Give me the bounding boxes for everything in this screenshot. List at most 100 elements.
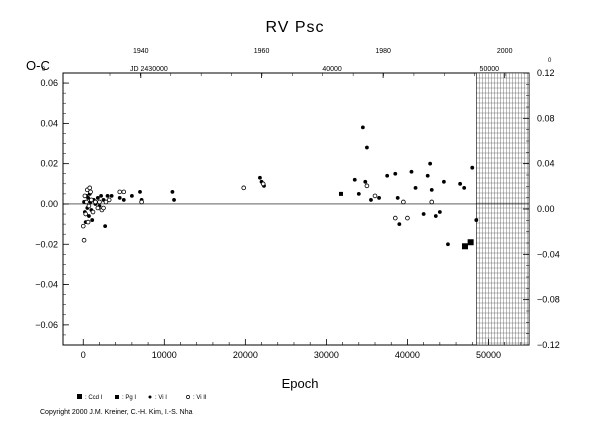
point-vi-i [109,194,114,198]
point-vi-ii [93,199,98,205]
y2-tick-label: 0.08 [537,113,555,123]
year-tick-label: 2000 [497,48,513,55]
y2-tick-label: 0.00 [537,204,555,214]
year-tick-label: 1960 [254,48,270,55]
point-vi-i [446,242,450,247]
point-vi-i [170,189,175,194]
point-vi-i [393,171,398,176]
point-vi-ii [81,237,87,243]
point-vi-i [369,198,373,202]
point-vi-ii [82,193,88,199]
point-vi-i [428,161,433,166]
y2-tick-label: −0.04 [537,249,560,259]
point-vi-i [90,218,95,222]
point-vi-ii [260,181,266,187]
legend-marker-small-square [115,395,119,399]
point-vi-i [105,194,110,198]
point-vi-ii [95,205,101,211]
point-vi-i [99,194,103,198]
point-vi-i [87,214,91,218]
y-tick-label: 0.02 [40,159,58,169]
y-axis-left: −0.06 −0.04 −0.02 0.00 0.02 0.04 0.06 [35,72,69,346]
point-vi-i [360,125,365,130]
y-axis-right: −0.12 −0.08 −0.04 0.00 0.04 0.08 0.12 [523,68,560,350]
jd-tick-label: JD 2430000 [130,66,168,73]
legend-label: : Vi I [155,395,167,401]
point-vi-ii [83,211,88,217]
data-points [80,125,479,250]
point-vi-i [458,181,463,186]
point-vi-ii [90,209,96,215]
point-vi-i [433,214,438,218]
point-vi-i [356,191,361,196]
point-vi-ii [429,199,435,205]
y-tick-label: 0.00 [40,199,58,209]
point-vi-i [437,210,442,214]
year-tick-label: 1940 [133,48,149,55]
point-vi-ii [392,215,398,221]
point-vi-i [121,198,126,202]
point-vi-ii [85,219,91,225]
top-axis: 1940 1960 1980 2000 JD 2430000 40000 50000 [109,48,513,78]
point-vi-i [117,196,122,200]
y-tick-label: 0.04 [40,118,58,128]
point-vi-i [442,179,446,184]
point-vi-ii [117,189,123,195]
y-tick-label: −0.04 [35,280,58,290]
point-vi-i [413,185,418,190]
point-vi-ii [372,193,378,199]
y-axis-label: O-C [26,58,50,73]
point-vi-i [429,187,434,192]
point-vi-i [470,165,475,170]
jd-tick-label: 50000 [480,66,500,73]
point-vi-i [474,218,479,222]
x-tick-label: 30000 [314,350,339,360]
point-vi-ii [80,223,86,229]
x-tick-label: 0 [81,350,86,360]
point-vi-i [95,196,100,200]
point-vi-i [425,173,430,178]
point-vi-i [363,179,368,184]
point-vi-i [421,212,426,216]
legend-marker-square [77,394,82,399]
legend-label: : Pg I [122,395,136,401]
legend: : Ccd I: Pg I: Vi I: Vi II [77,394,207,401]
x-tick-label: 10000 [152,350,177,360]
point-vi-i [86,196,91,200]
jd-tick-label: 40000 [322,66,342,73]
point-vi-i [385,173,390,178]
point-vi-i [409,169,414,174]
y-tick-label: 0.06 [40,78,58,88]
point-vi-i [462,185,467,190]
y-tick-label: −0.06 [35,320,58,330]
legend-label: : Vi II [193,395,207,401]
legend-marker-circle [186,395,190,399]
top-right-corner-label: 0 [548,58,552,64]
x-tick-label: 40000 [395,350,420,360]
point-vi-ii [405,215,410,221]
point-vi-i [172,198,176,202]
x-axis: 0 10000 20000 30000 40000 50000 [81,339,522,360]
x-tick-label: 50000 [476,350,501,360]
plot-frame [62,72,530,346]
point-vi-ii [86,203,92,209]
point-vi-ii [401,199,406,205]
point-vi-i [258,175,262,180]
point-vi-ii [89,197,94,203]
point-vi-ii [121,189,127,195]
future-region [476,72,530,346]
point-vi-i [395,196,400,200]
point-vi-ii [139,199,144,205]
y2-tick-label: 0.12 [537,68,555,78]
point-vi-ii [103,199,109,205]
point-vi-i [138,189,142,194]
point-vi-i [377,196,381,200]
point-vi-ii [97,199,102,205]
point-vi-i [352,177,357,182]
point-pg-i [338,191,343,196]
point-ccd-i [461,243,468,250]
y2-tick-label: −0.12 [537,340,560,350]
point-ccd-i [467,239,474,246]
y-tick-label: −0.02 [35,239,58,249]
